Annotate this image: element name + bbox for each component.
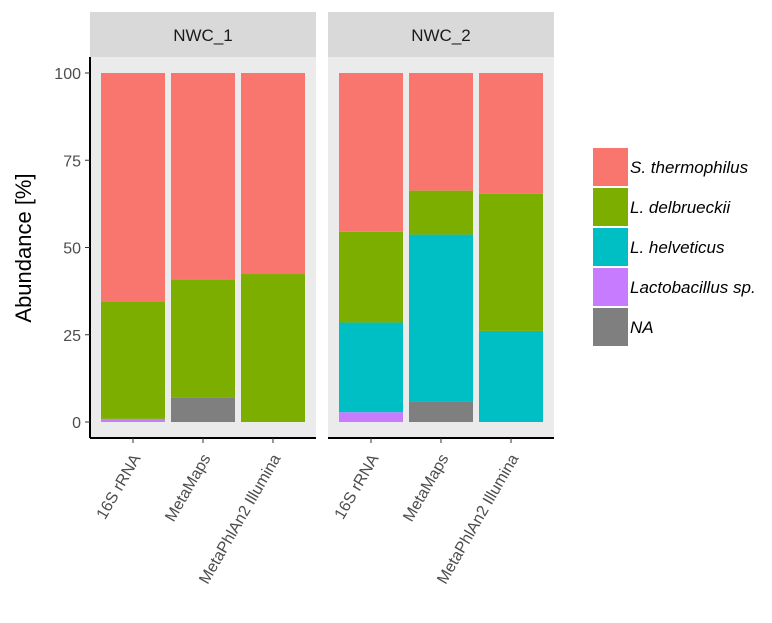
bar-segment [409,401,473,422]
bar-segment [171,73,235,280]
x-tick-label: MetaPhlAn2 Illumina [196,451,284,587]
bar-segment [101,301,165,419]
facet-label: NWC_2 [411,26,471,45]
y-axis-title: Abundance [%] [11,173,36,322]
legend-label: NA [630,318,654,337]
bar-segment [409,234,473,402]
facet-strip [90,12,316,57]
legend-label: Lactobacillus sp. [630,278,756,297]
bar-segment [171,279,235,398]
bar-segment [409,73,473,191]
facet-strip [328,12,554,57]
y-tick-label: 75 [63,153,81,170]
legend-key [593,148,628,186]
bar-segment [101,418,165,422]
bar-segment [101,73,165,302]
legend-label: L. delbrueckii [630,198,731,217]
bar-segment [409,190,473,235]
x-tick-label: 16S rRNA [332,451,383,522]
bar-segment [171,397,235,422]
bar-segment [339,73,403,232]
x-tick-label: MetaMaps [400,452,452,525]
legend-key [593,228,628,266]
y-tick-label: 0 [72,415,81,432]
legend-key [593,268,628,306]
legend-label: S. thermophilus [630,158,749,177]
bar-segment [339,412,403,422]
x-tick-label: 16S rRNA [94,451,145,522]
bar-segment [479,73,543,194]
bar-segment [339,231,403,323]
x-tick-label: MetaMaps [162,452,214,525]
facet-label: NWC_1 [173,26,233,45]
y-tick-label: 25 [63,328,81,345]
bar-segment [339,322,403,413]
y-tick-label: 100 [54,66,81,83]
bar-segment [479,193,543,331]
legend-label: L. helveticus [630,238,725,257]
legend-key [593,308,628,346]
x-tick-label: MetaPhlAn2 Illumina [434,451,522,587]
bar-segment [479,330,543,422]
bar-segment [241,73,305,275]
legend-key [593,188,628,226]
bar-segment [241,274,305,422]
y-tick-label: 50 [63,241,81,258]
